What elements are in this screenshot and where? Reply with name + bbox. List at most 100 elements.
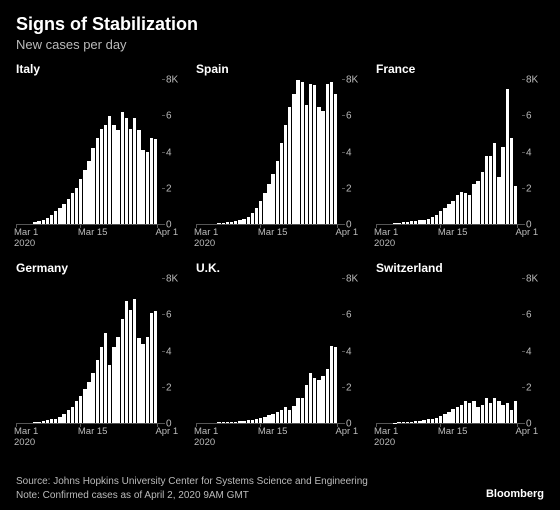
y-tick-mark bbox=[162, 224, 165, 225]
bar bbox=[154, 139, 157, 224]
bar bbox=[330, 346, 333, 423]
bar bbox=[37, 221, 40, 224]
y-tick-label: 2 bbox=[346, 382, 352, 393]
x-tick-label: Mar 12020 bbox=[374, 427, 398, 449]
y-tick-mark bbox=[522, 224, 525, 225]
y-tick-label: 4 bbox=[346, 147, 352, 158]
bar bbox=[284, 407, 287, 423]
bar bbox=[326, 369, 329, 423]
y-tick-mark bbox=[162, 423, 165, 424]
chart-panel: Germany02468KMar 12020Mar 15Apr 1 bbox=[16, 261, 184, 452]
bar bbox=[468, 195, 471, 224]
bar bbox=[58, 417, 61, 423]
bar bbox=[71, 193, 74, 224]
chart-panel: France 02468KMar 12020Mar 15Apr 1 bbox=[376, 62, 544, 253]
x-tick-label: Mar 15 bbox=[438, 228, 468, 239]
y-tick-mark bbox=[162, 188, 165, 189]
y-axis: 02468K bbox=[342, 279, 364, 424]
bar bbox=[313, 85, 316, 224]
y-tick-mark bbox=[342, 351, 345, 352]
bar bbox=[410, 221, 413, 224]
panel-title: France bbox=[376, 62, 544, 76]
y-tick-label: 2 bbox=[346, 183, 352, 194]
y-tick-mark bbox=[522, 152, 525, 153]
bar bbox=[91, 148, 94, 224]
bar bbox=[87, 161, 90, 224]
bar bbox=[418, 421, 421, 423]
bar bbox=[435, 418, 438, 423]
bar bbox=[501, 405, 504, 423]
chart-wrap: 02468K bbox=[16, 80, 184, 225]
bar bbox=[271, 174, 274, 224]
x-tick-label: Mar 12020 bbox=[14, 228, 38, 250]
bar bbox=[393, 223, 396, 224]
y-tick-label: 6 bbox=[346, 111, 352, 122]
chart-wrap: 02468K bbox=[376, 80, 544, 225]
bar bbox=[476, 181, 479, 224]
bar bbox=[402, 422, 405, 423]
bar bbox=[456, 195, 459, 224]
bar bbox=[108, 365, 111, 423]
y-tick-label: 6 bbox=[526, 111, 532, 122]
x-tick-label: Mar 12020 bbox=[194, 228, 218, 250]
bar bbox=[489, 156, 492, 224]
bar bbox=[317, 380, 320, 423]
bar bbox=[96, 138, 99, 224]
bar bbox=[506, 89, 509, 224]
bar bbox=[510, 410, 513, 423]
bar bbox=[334, 94, 337, 224]
bar bbox=[141, 150, 144, 224]
y-tick-mark bbox=[162, 79, 165, 80]
brand-label: Bloomberg bbox=[486, 487, 544, 502]
bar bbox=[481, 405, 484, 423]
y-axis: 02468K bbox=[162, 279, 184, 424]
y-tick-mark bbox=[162, 115, 165, 116]
bar bbox=[301, 82, 304, 224]
bar bbox=[292, 406, 295, 423]
bar bbox=[435, 215, 438, 224]
y-tick-label: 4 bbox=[166, 147, 172, 158]
chart-subtitle: New cases per day bbox=[16, 37, 544, 52]
bar bbox=[485, 398, 488, 423]
y-tick-mark bbox=[522, 115, 525, 116]
y-tick-mark bbox=[342, 188, 345, 189]
bar bbox=[280, 410, 283, 424]
bar bbox=[493, 398, 496, 423]
x-tick-label: Mar 15 bbox=[78, 228, 108, 239]
bar bbox=[255, 208, 258, 224]
y-tick-mark bbox=[522, 278, 525, 279]
y-tick-mark bbox=[522, 423, 525, 424]
x-axis: Mar 12020Mar 15Apr 1 bbox=[16, 424, 162, 450]
bar bbox=[263, 193, 266, 224]
x-tick-label: Apr 1 bbox=[335, 228, 358, 239]
x-axis: Mar 12020Mar 15Apr 1 bbox=[196, 225, 342, 251]
bar bbox=[301, 398, 304, 423]
chart-panel: Italy02468KMar 12020Mar 15Apr 1 bbox=[16, 62, 184, 253]
y-tick-mark bbox=[522, 351, 525, 352]
bar bbox=[50, 419, 53, 423]
y-tick-label: 6 bbox=[346, 310, 352, 321]
bar bbox=[100, 129, 103, 224]
bar bbox=[58, 208, 61, 224]
x-tick-label: Apr 1 bbox=[155, 228, 178, 239]
bar bbox=[422, 220, 425, 225]
bar bbox=[321, 111, 324, 224]
bar bbox=[497, 401, 500, 423]
bar bbox=[71, 407, 74, 423]
bar bbox=[431, 217, 434, 224]
bar bbox=[451, 201, 454, 224]
chart-wrap: 02468K bbox=[196, 80, 364, 225]
y-axis: 02468K bbox=[522, 80, 544, 225]
x-tick-label: Apr 1 bbox=[335, 427, 358, 438]
bar bbox=[83, 170, 86, 224]
bar bbox=[510, 138, 513, 224]
chart-wrap: 02468K bbox=[16, 279, 184, 424]
bar bbox=[284, 125, 287, 224]
bar bbox=[87, 382, 90, 423]
bar bbox=[514, 186, 517, 224]
x-axis: Mar 12020Mar 15Apr 1 bbox=[376, 225, 522, 251]
x-tick-label: Mar 12020 bbox=[194, 427, 218, 449]
bar bbox=[296, 80, 299, 224]
y-tick-label: 4 bbox=[526, 346, 532, 357]
y-tick-mark bbox=[342, 278, 345, 279]
